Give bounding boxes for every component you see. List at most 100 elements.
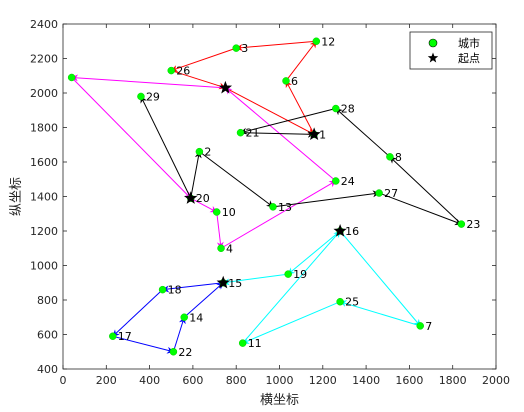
start-star-marker: [184, 191, 198, 204]
city-label: 11: [248, 337, 262, 350]
city-marker: [109, 332, 117, 340]
city-marker: [67, 73, 76, 82]
city-marker: [282, 77, 290, 85]
x-tick-label: 1800: [439, 374, 467, 387]
route-segment: [239, 108, 336, 135]
city-label: 23: [466, 218, 480, 231]
x-tick-label: 0: [60, 374, 67, 387]
legend-star-marker: [427, 52, 439, 63]
y-tick-label: 1400: [30, 191, 58, 204]
route-segment: [225, 87, 315, 135]
y-axis-ticks: 400 600 800 1000 1200 1400 1600 1800 2000 2200 240…: [30, 18, 496, 376]
x-axis-title: 横坐标: [260, 393, 299, 408]
city-marker: [232, 44, 240, 52]
legend-box: [409, 31, 493, 70]
city-marker: [238, 339, 247, 347]
city-marker: [332, 177, 340, 185]
y-tick-label: 2400: [30, 18, 58, 31]
city-label: 26: [176, 65, 190, 78]
route-segment: [112, 335, 175, 354]
route-segment: [112, 289, 163, 337]
y-tick-label: 600: [37, 329, 58, 342]
city-label: 13: [278, 201, 292, 214]
city-label: 20: [196, 192, 210, 205]
city-marker: [212, 208, 221, 216]
route-segment: [242, 230, 341, 344]
city-marker: [158, 285, 167, 294]
route-segment: [71, 77, 192, 199]
city-label: 19: [293, 268, 307, 281]
route-segment: [378, 192, 463, 226]
route-segment: [190, 197, 218, 213]
city-label: 2: [204, 146, 211, 159]
routes-layer: [70, 40, 463, 354]
city-labels-layer: 1234678101112131415161718192021222324252…: [118, 35, 481, 359]
city-label: 8: [395, 151, 402, 164]
x-tick-label: 800: [226, 374, 247, 387]
route-segment: [70, 74, 226, 89]
start-star-marker: [333, 224, 347, 237]
x-tick-label: 1600: [395, 374, 423, 387]
x-axis-ticks: 0 200 400 600 800 1000 1200 1400 1600 1800 2000: [60, 24, 510, 387]
y-tick-label: 1000: [30, 260, 58, 273]
route-segment: [140, 95, 192, 199]
route-segment: [183, 282, 224, 318]
city-marker: [217, 244, 225, 252]
city-label: 24: [341, 175, 355, 188]
route-segment: [240, 130, 315, 138]
y-tick-label: 2200: [30, 53, 58, 66]
city-label: 21: [246, 127, 260, 140]
city-marker: [386, 153, 394, 161]
route-segment: [339, 300, 421, 327]
route-segment: [220, 180, 337, 249]
city-label: 22: [178, 346, 192, 359]
city-marker: [312, 37, 321, 45]
city-marker: [180, 313, 188, 321]
start-star-marker: [216, 275, 230, 289]
route-segment: [285, 80, 315, 135]
route-segment: [172, 316, 186, 352]
plot-area: [63, 24, 496, 369]
route-segment: [161, 282, 224, 293]
y-tick-label: 1600: [30, 156, 58, 169]
city-marker: [236, 128, 245, 137]
x-tick-label: 2000: [482, 374, 510, 387]
y-tick-label: 1800: [30, 122, 58, 135]
route-segment: [389, 156, 462, 225]
city-label: 27: [384, 187, 398, 200]
y-tick-label: 1200: [30, 225, 58, 238]
city-marker: [169, 348, 178, 356]
city-marker: [137, 92, 145, 101]
legend-city-label: 城市: [458, 36, 480, 50]
route-segment: [285, 40, 317, 82]
city-marker: [167, 66, 175, 75]
route-segment: [199, 151, 274, 208]
y-tick-label: 800: [37, 294, 58, 307]
route-segment: [224, 87, 337, 182]
route-segment: [339, 230, 421, 327]
route-segment: [235, 40, 317, 52]
route-segment: [335, 108, 391, 158]
route-segment: [171, 70, 227, 90]
route-segment: [190, 150, 202, 199]
city-label: 15: [228, 277, 242, 290]
x-tick-label: 1000: [266, 374, 294, 387]
starts-layer: [184, 80, 347, 289]
y-axis-title: 纵坐标: [9, 177, 24, 216]
city-label: 17: [118, 330, 132, 343]
city-marker: [332, 104, 340, 113]
city-label: 7: [425, 320, 432, 333]
route-segment: [170, 47, 237, 72]
legend-start-label: 起点: [458, 52, 480, 65]
city-label: 6: [291, 75, 298, 88]
y-tick-label: 400: [37, 363, 58, 376]
city-label: 29: [146, 90, 160, 103]
city-label: 1: [319, 128, 326, 141]
start-star-marker: [307, 127, 321, 141]
legend: 城市 起点: [409, 31, 493, 70]
city-label: 14: [189, 311, 203, 324]
x-tick-label: 200: [96, 374, 117, 387]
x-tick-label: 1400: [352, 374, 380, 387]
route-segment: [216, 211, 224, 249]
